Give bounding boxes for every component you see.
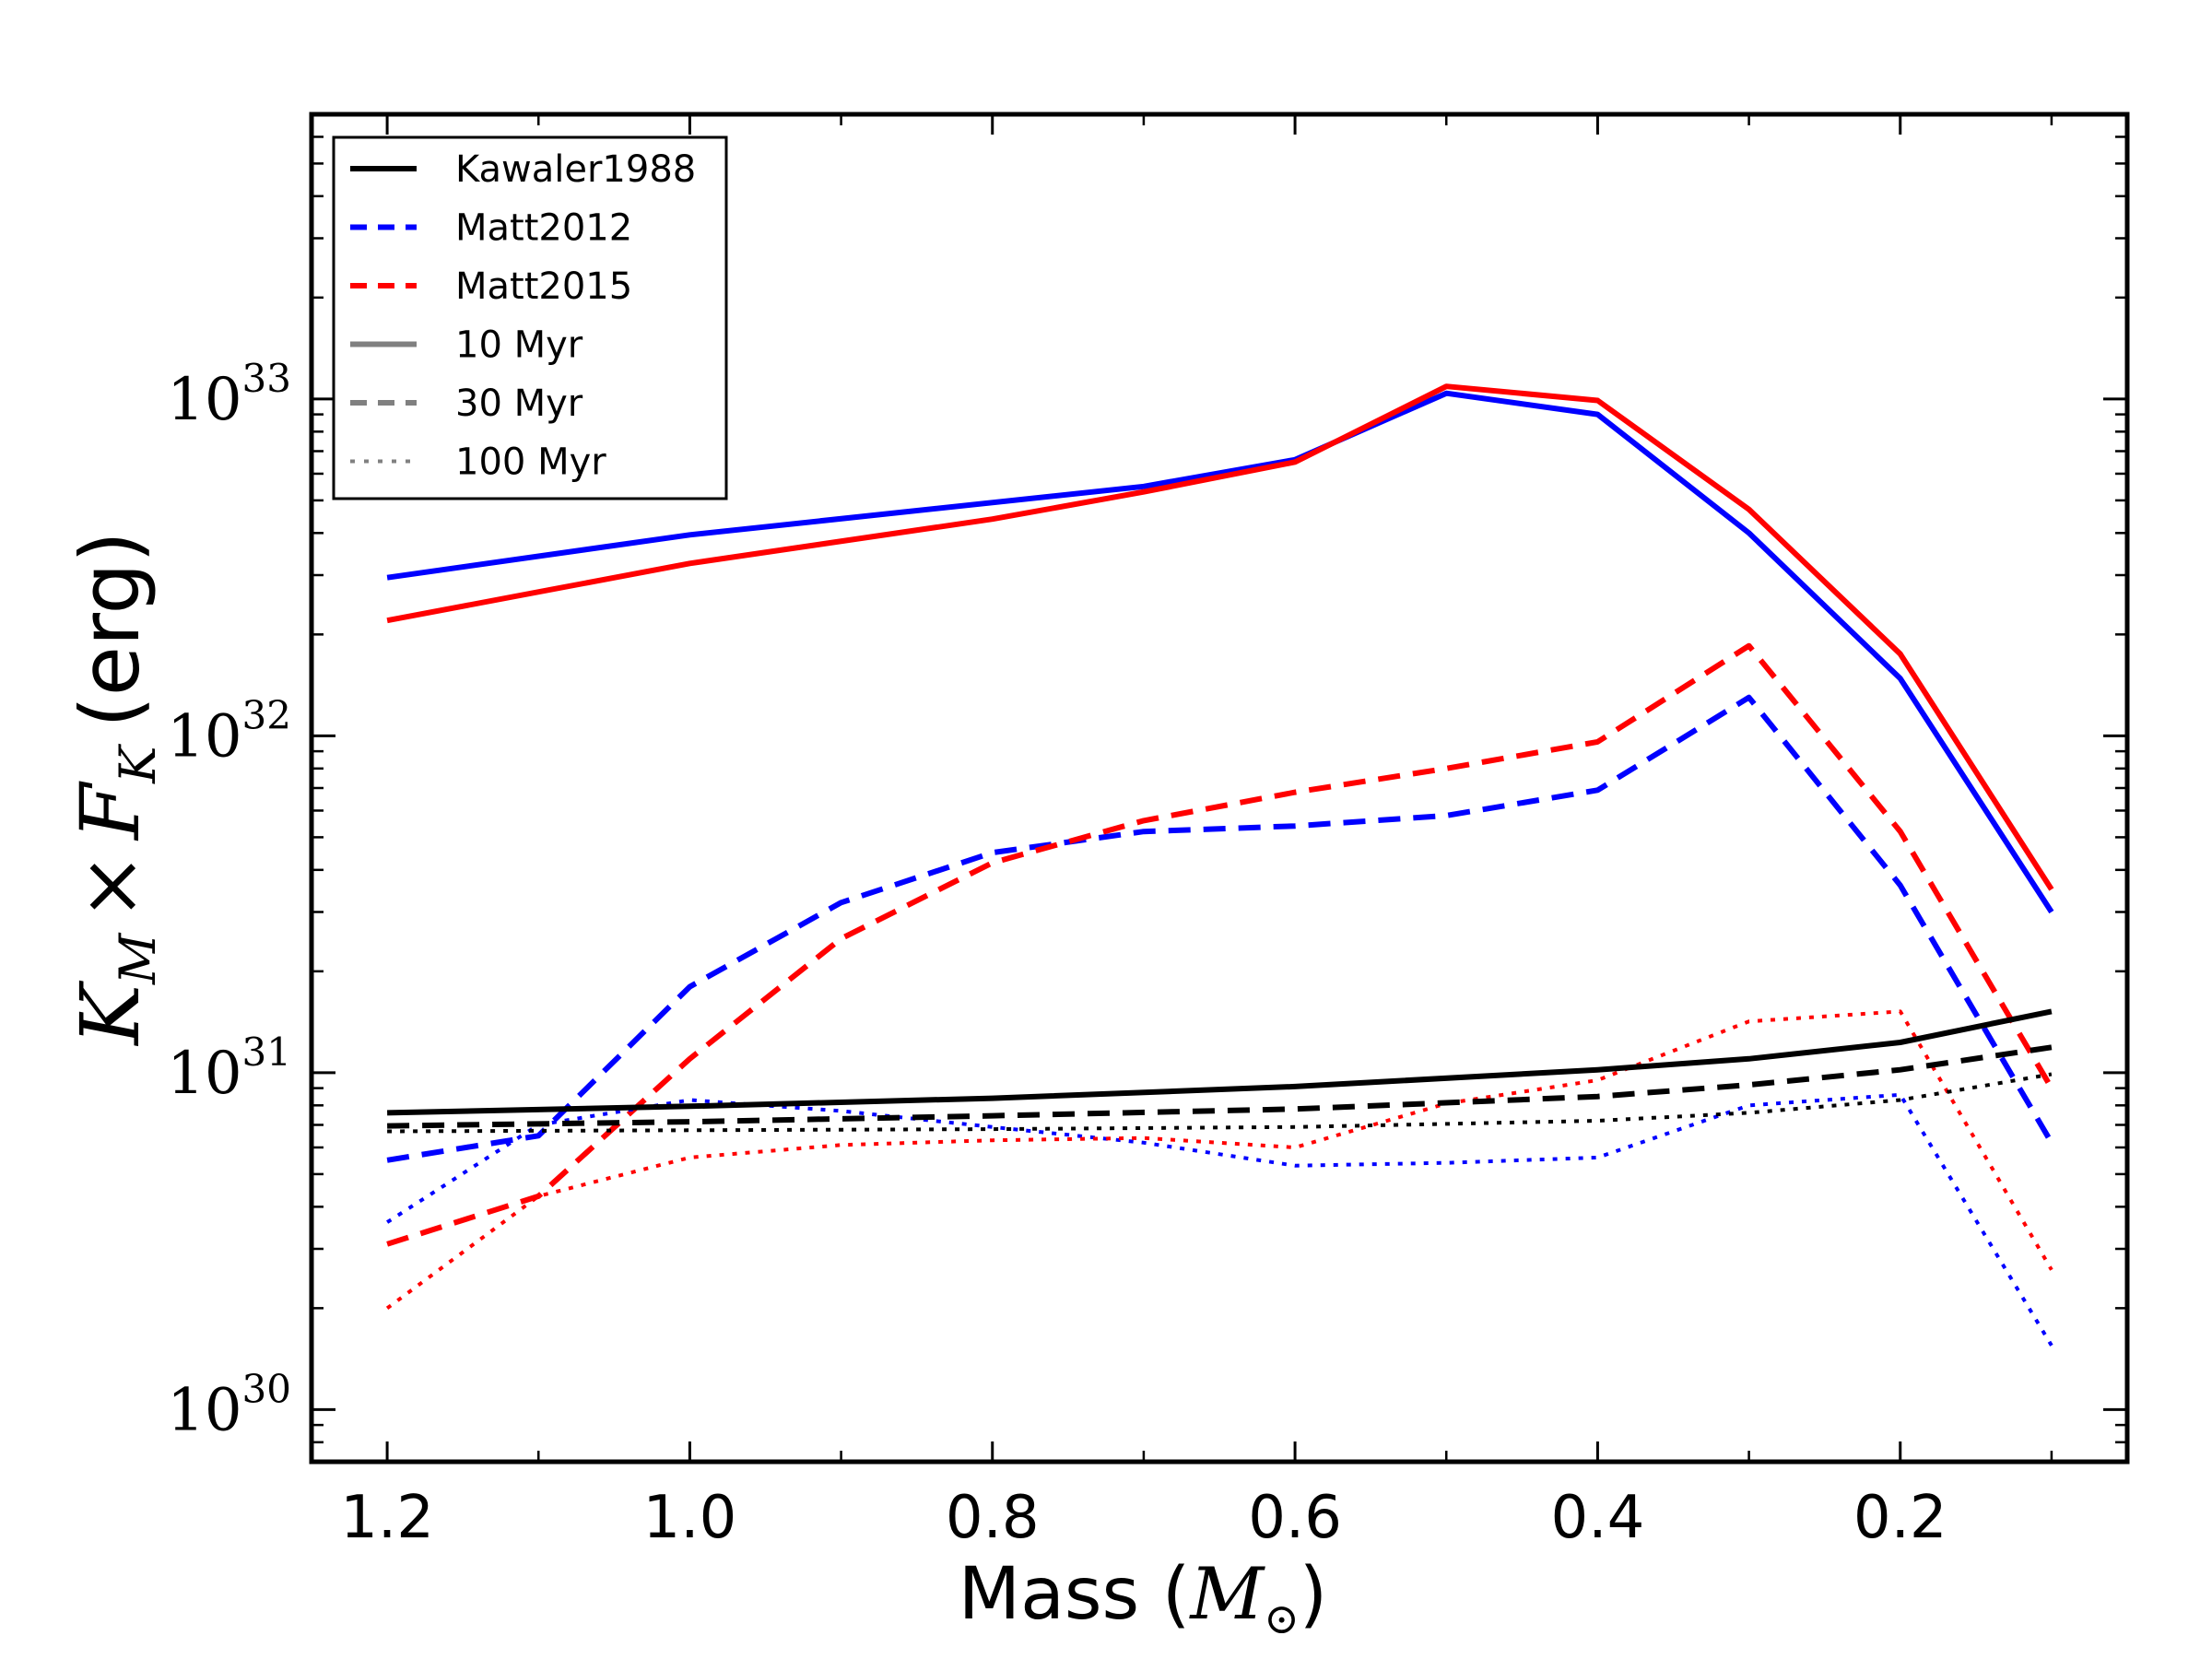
x-tick-label: 0.8 — [946, 1484, 1040, 1552]
y-axis-label: KM×FK(erg) — [63, 531, 167, 1046]
series-layer — [385, 383, 2054, 1347]
legend-label: 30 Myr — [455, 382, 583, 425]
legend-label: Matt2012 — [455, 207, 632, 250]
series-line-matt2015-10-myr — [386, 383, 2054, 891]
ticklabels-layer: 1.2 1.0 0.8 0.6 0.4 0.2 1030 1031 1032 1033 — [167, 356, 1947, 1552]
y-tick-label: 1032 — [167, 692, 291, 771]
series-line-kawaler1988-30-myr — [387, 1044, 2053, 1129]
x-axis-label: Mass (M⊙) — [959, 1553, 1327, 1643]
series-line-kawaler1988-100-myr — [387, 1072, 2053, 1134]
series-line-kawaler1988-10-myr — [387, 1008, 2053, 1116]
legend-label: 100 Myr — [455, 441, 606, 484]
x-tick-label: 1.0 — [643, 1484, 737, 1552]
plot-frame — [309, 112, 2130, 1465]
y-tick-label: 1030 — [167, 1366, 291, 1444]
legend-label: 10 Myr — [455, 324, 583, 367]
legend-label: Kawaler1988 — [455, 148, 696, 191]
x-tick-label: 0.2 — [1853, 1484, 1947, 1552]
x-tick-label: 0.4 — [1551, 1484, 1645, 1552]
legend: Kawaler1988 Matt2012 Matt2015 10 Myr 30 Myr 1… — [332, 135, 728, 500]
series-line-matt2012-10-myr — [386, 390, 2054, 914]
series-line-matt2015-100-myr — [385, 1009, 2053, 1311]
series-line-matt2012-30-myr — [386, 694, 2054, 1163]
x-tick-label: 0.6 — [1248, 1484, 1342, 1552]
legend-box — [332, 135, 728, 500]
x-tick-label: 1.2 — [340, 1484, 434, 1552]
series-line-matt2015-30-myr — [386, 642, 2054, 1247]
legend-label: Matt2015 — [455, 265, 632, 308]
y-tick-label: 1033 — [167, 356, 291, 434]
series-line-matt2012-100-myr — [386, 1092, 2053, 1347]
y-tick-label: 1031 — [167, 1030, 291, 1108]
